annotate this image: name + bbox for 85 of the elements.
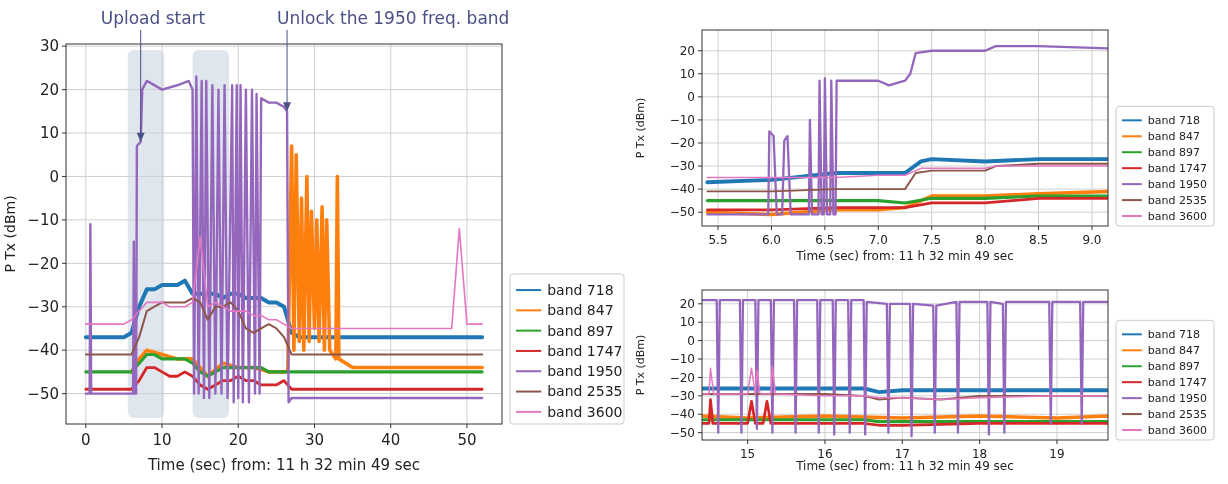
annotation: Unlock the 1950 freq. band [277, 8, 510, 28]
legend-label: band 2535 [547, 383, 623, 400]
x-axis-title: Time (sec) from: 11 h 32 min 49 sec [795, 249, 1014, 263]
y-tick-label: 20 [679, 43, 695, 58]
x-tick-label: 19 [1049, 447, 1065, 461]
y-tick-label: −40 [669, 182, 695, 197]
legend-label: band 1950 [1147, 391, 1207, 405]
x-tick-label: 16 [817, 447, 833, 461]
x-tick-label: 6.5 [815, 233, 835, 247]
y-tick-label: 10 [679, 67, 695, 82]
annotation: Upload start [100, 8, 206, 28]
y-tick-label: 0 [687, 90, 695, 105]
legend-label: band 1950 [547, 363, 623, 380]
legend-label: band 1747 [1147, 376, 1207, 390]
y-tick-label: 20 [39, 80, 59, 99]
y-tick-label: −20 [669, 136, 695, 151]
x-tick-label: 8.5 [1029, 233, 1049, 247]
y-tick-label: 10 [679, 315, 695, 330]
legend-label: band 847 [1147, 130, 1200, 144]
y-tick-label: −10 [27, 211, 59, 230]
line-series [706, 162, 1108, 193]
x-tick-label: 6.0 [761, 233, 781, 247]
y-tick-label: 10 [39, 124, 59, 143]
y-tick-label: 30 [39, 37, 59, 56]
legend-label: band 1747 [547, 342, 623, 359]
y-axis-title: P Tx (dBm) [2, 195, 18, 273]
y-tick-label: −10 [669, 352, 695, 367]
y-tick-label: −50 [669, 425, 695, 440]
legend-label: band 897 [1147, 146, 1200, 160]
y-tick-label: 0 [687, 333, 695, 348]
y-axis-title: P Tx (dBm) [634, 334, 647, 396]
y-tick-label: −50 [669, 205, 695, 220]
x-tick-label: 0 [81, 431, 91, 449]
x-tick-label: 8.0 [975, 233, 995, 247]
y-tick-label: −20 [27, 254, 59, 273]
line-series [84, 75, 484, 404]
x-axis-title: Time (sec) from: 11 h 32 min 49 sec [795, 459, 1014, 473]
x-axis-title: Time (sec) from: 11 h 32 min 49 sec [146, 456, 421, 474]
y-axis-title: P Tx (dBm) [634, 97, 647, 159]
legend-label: band 718 [1147, 114, 1200, 128]
x-tick-label: 17 [894, 447, 910, 461]
legend-label: band 847 [1147, 344, 1200, 358]
line-series [706, 165, 1108, 179]
y-tick-label: −20 [669, 370, 695, 385]
x-tick-label: 10 [152, 431, 172, 449]
y-tick-label: −40 [669, 407, 695, 422]
x-tick-label: 20 [228, 431, 248, 449]
y-tick-label: −30 [669, 159, 695, 174]
legend-label: band 897 [1147, 360, 1200, 374]
legend-label: band 3600 [1147, 209, 1207, 223]
x-tick-label: 18 [971, 447, 988, 461]
line-series [85, 227, 483, 330]
y-tick-label: −30 [669, 389, 695, 404]
legend-label: band 3600 [547, 403, 623, 420]
legend-label: band 847 [547, 302, 614, 319]
legend-label: band 2535 [1147, 407, 1207, 421]
line-series [705, 157, 1108, 185]
y-tick-label: −30 [27, 297, 59, 316]
legend-label: band 897 [547, 322, 614, 339]
y-tick-label: −50 [27, 384, 59, 403]
legend-label: band 718 [1147, 328, 1200, 342]
line-series [705, 196, 1108, 212]
line-series [702, 365, 1108, 401]
x-tick-label: 30 [304, 431, 325, 449]
line-series [702, 298, 1108, 438]
legend-label: band 1747 [1147, 162, 1207, 176]
y-tick-label: 0 [49, 167, 59, 186]
line-series [84, 297, 484, 356]
line-series [702, 398, 1108, 427]
legend-label: band 1950 [1147, 177, 1207, 191]
y-tick-label: 20 [679, 297, 695, 311]
legend-label: band 3600 [1147, 423, 1207, 437]
x-tick-label: 9.0 [1082, 233, 1102, 247]
y-tick-label: −40 [27, 341, 59, 360]
line-series [705, 194, 1108, 205]
x-tick-label: 15 [739, 447, 756, 461]
y-tick-label: −10 [669, 113, 695, 128]
legend-label: band 718 [547, 281, 614, 298]
x-tick-label: 40 [381, 431, 401, 449]
line-series [706, 44, 1108, 216]
x-tick-label: 5.5 [708, 233, 728, 247]
legend-label: band 2535 [1147, 193, 1207, 207]
x-tick-label: 7.5 [922, 233, 942, 247]
x-tick-label: 50 [457, 431, 477, 449]
x-tick-label: 7.0 [868, 233, 888, 247]
